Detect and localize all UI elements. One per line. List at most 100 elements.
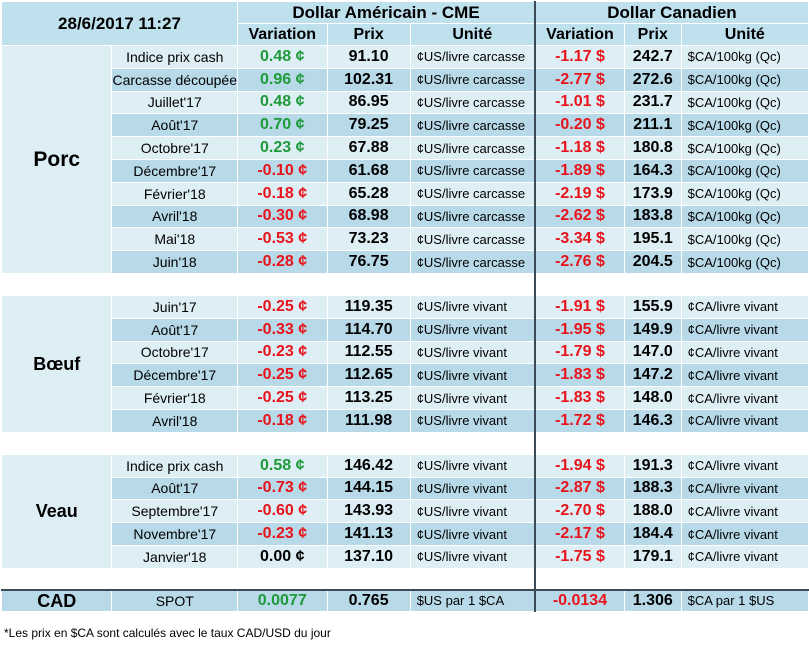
separator-cell: [0, 272, 536, 296]
usd-variation: 0.0077: [237, 589, 328, 612]
usd-unit: ¢US/livre carcasse: [409, 204, 536, 229]
contract-label: Août'17: [111, 317, 239, 342]
cad-variation: -1.89 $: [534, 158, 625, 183]
cad-unit: ¢CA/livre vivant: [680, 522, 809, 546]
usd-variation: -0.25 ¢: [237, 386, 328, 410]
usd-variation: -0.33 ¢: [237, 317, 328, 342]
table-row: Mai'18 -0.53 ¢ 73.23 ¢US/livre carcasse -3.3…: [2, 227, 809, 252]
cad-price: 242.7: [623, 45, 682, 69]
footnote: *Les prix en $CA sont calculés avec le t…: [4, 626, 331, 640]
cad-variation: -1.72 $: [534, 408, 625, 433]
table-row: Août'17 -0.33 ¢ 114.70 ¢US/livre vivant -1.9…: [2, 317, 809, 342]
usd-price: 65.28: [326, 181, 411, 206]
contract-label: Juillet'17: [111, 90, 239, 115]
usd-unit: ¢US/livre vivant: [409, 522, 536, 546]
cad-unit: $CA/100kg (Qc): [680, 227, 809, 252]
usd-price: 102.31: [326, 67, 411, 92]
cad-unit: $CA/100kg (Qc): [680, 158, 809, 183]
cad-variation: -1.17 $: [534, 45, 625, 69]
usd-unit: $US par 1 $CA: [409, 589, 536, 612]
spot-label: SPOT: [111, 589, 239, 612]
table-row: Octobre'17 0.23 ¢ 67.88 ¢US/livre carcasse -…: [2, 136, 809, 160]
cad-unit: ¢CA/livre vivant: [680, 386, 809, 410]
usd-price: 91.10: [326, 45, 411, 69]
usd-price: 112.55: [326, 340, 411, 365]
cad-unit: ¢CA/livre vivant: [680, 317, 809, 342]
cad-unit: $CA par 1 $US: [680, 589, 809, 612]
cad-unit: ¢CA/livre vivant: [680, 294, 809, 319]
cad-unit: $CA/100kg (Qc): [680, 45, 809, 69]
table-row: Avril'18 -0.18 ¢ 111.98 ¢US/livre vivant -1.…: [2, 408, 809, 433]
category-label: CAD: [0, 589, 113, 612]
table-row: Février'18 -0.25 ¢ 113.25 ¢US/livre vivant -…: [2, 386, 809, 410]
usd-unit: ¢US/livre vivant: [409, 408, 536, 433]
usd-unit: ¢US/livre carcasse: [409, 90, 536, 115]
section-separator: [0, 567, 809, 591]
usd-variation: -0.30 ¢: [237, 204, 328, 229]
usd-variation: 0.96 ¢: [237, 67, 328, 92]
cad-unit-header: Unité: [680, 23, 809, 46]
table-row: Septembre'17 -0.60 ¢ 143.93 ¢US/livre vivan…: [2, 499, 809, 524]
cad-price: 184.4: [623, 522, 682, 546]
cad-variation: -2.19 $: [534, 181, 625, 206]
separator-cell: [0, 567, 536, 591]
cad-price: 180.8: [623, 136, 682, 160]
usd-variation-header: Variation: [237, 23, 328, 46]
usd-unit: ¢US/livre carcasse: [409, 45, 536, 69]
cad-price-header: Prix: [623, 23, 682, 46]
usd-unit: ¢US/livre carcasse: [409, 181, 536, 206]
contract-label: Novembre'17: [111, 522, 239, 546]
usd-unit: ¢US/livre vivant: [409, 453, 536, 478]
contract-label: Juin'17: [111, 294, 239, 319]
cad-unit: $CA/100kg (Qc): [680, 113, 809, 138]
table-row: Veau Indice prix cash 0.58 ¢ 146.42 ¢US/livr…: [0, 453, 809, 569]
usd-unit-header: Unité: [409, 23, 536, 46]
cad-variation: -1.79 $: [534, 340, 625, 365]
table-row: Octobre'17 -0.23 ¢ 112.55 ¢US/livre vivant -…: [2, 340, 809, 365]
table-row: Avril'18 -0.30 ¢ 68.98 ¢US/livre carcasse -2…: [2, 204, 809, 229]
contract-label: Septembre'17: [111, 499, 239, 524]
contract-label: Mai'18: [111, 227, 239, 252]
cad-unit: ¢CA/livre vivant: [680, 544, 809, 569]
table-row: Juillet'17 0.48 ¢ 86.95 ¢US/livre carcasse -…: [2, 90, 809, 115]
usd-variation: -0.28 ¢: [237, 250, 328, 274]
table-row: Décembre'17 -0.10 ¢ 61.68 ¢US/livre carcass…: [2, 158, 809, 183]
cad-unit: $CA/100kg (Qc): [680, 250, 809, 274]
report-datetime: 28/6/2017 11:27: [0, 1, 239, 46]
contract-label: Octobre'17: [111, 136, 239, 160]
usd-unit: ¢US/livre carcasse: [409, 250, 536, 274]
category-label: Porc: [0, 45, 113, 274]
contract-label: Juin'18: [111, 250, 239, 274]
usd-price: 119.35: [326, 294, 411, 319]
cad-variation: -1.18 $: [534, 136, 625, 160]
table-row: Janvier'18 0.00 ¢ 137.10 ¢US/livre vivant -1…: [2, 544, 809, 569]
cad-price: 146.3: [623, 408, 682, 433]
market-prices-table: 28/6/2017 11:27 Dollar Américain - CME D…: [0, 1, 809, 612]
cad-price: 204.5: [623, 250, 682, 274]
table-row: Décembre'17 -0.25 ¢ 112.65 ¢US/livre vivant…: [2, 363, 809, 388]
contract-label: Décembre'17: [111, 158, 239, 183]
cad-price: 188.0: [623, 499, 682, 524]
usd-price: 114.70: [326, 317, 411, 342]
cad-variation: -2.62 $: [534, 204, 625, 229]
usd-price: 144.15: [326, 476, 411, 501]
cad-unit: ¢CA/livre vivant: [680, 408, 809, 433]
cad-rate: 1.306: [623, 589, 682, 612]
usd-unit: ¢US/livre carcasse: [409, 67, 536, 92]
contract-label: Indice prix cash: [111, 453, 239, 478]
contract-label: Février'18: [111, 181, 239, 206]
cad-variation: -2.87 $: [534, 476, 625, 501]
usd-variation: -0.23 ¢: [237, 522, 328, 546]
separator-cell: [534, 567, 809, 591]
cad-price: 148.0: [623, 386, 682, 410]
cad-variation: -1.75 $: [534, 544, 625, 569]
cad-variation: -2.17 $: [534, 522, 625, 546]
cad-variation: -1.91 $: [534, 294, 625, 319]
contract-label: Carcasse découpée: [111, 67, 239, 92]
usd-unit: ¢US/livre vivant: [409, 340, 536, 365]
cad-unit: $CA/100kg (Qc): [680, 204, 809, 229]
usd-unit: ¢US/livre vivant: [409, 294, 536, 319]
cad-price: 147.0: [623, 340, 682, 365]
cad-price: 191.3: [623, 453, 682, 478]
cad-unit: ¢CA/livre vivant: [680, 453, 809, 478]
